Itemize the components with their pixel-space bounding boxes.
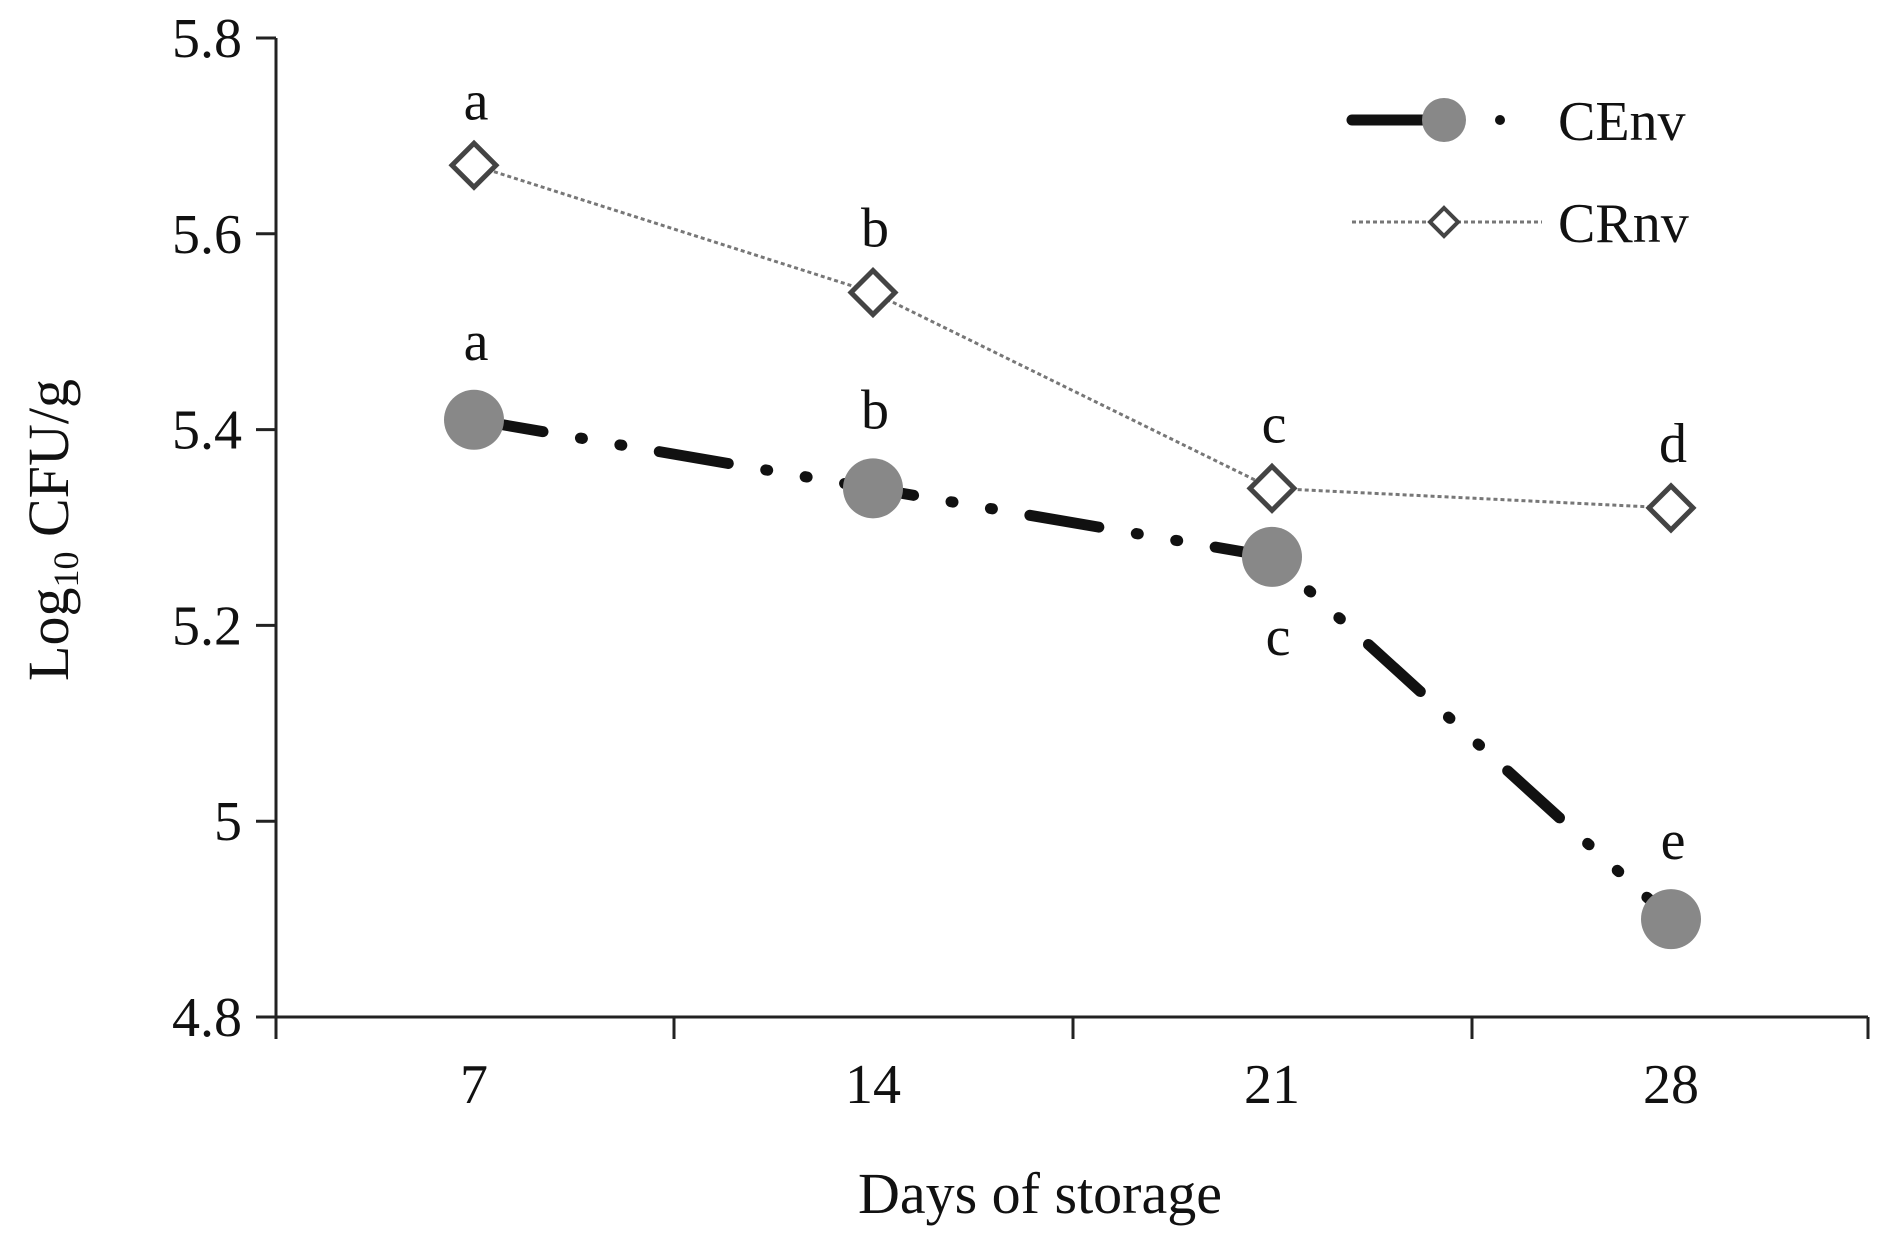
- x-tick-label: 14: [845, 1054, 901, 1116]
- x-axis-title: Days of storage: [858, 1161, 1222, 1226]
- y-axis-title: Log10 CFU/g: [16, 379, 86, 681]
- legend-marker-crnv: [1427, 205, 1461, 239]
- y-tick-label: 5.6: [172, 204, 242, 266]
- y-tick-label: 5: [214, 791, 242, 853]
- point-cenv: [1242, 526, 1302, 587]
- y-axis-title-rest: CFU/g: [16, 379, 81, 551]
- y-tick-label: 5.2: [172, 595, 242, 657]
- axes: 4.8 5 5.2 5.4 5.6 5.8 7 14 21 28: [172, 8, 1870, 1116]
- point-crnv: [448, 139, 500, 191]
- significance-letter: c: [1262, 393, 1287, 455]
- x-tick-label: 28: [1643, 1054, 1699, 1116]
- legend-label-crnv: CRnv: [1558, 193, 1689, 255]
- point-cenv: [1641, 889, 1701, 950]
- significance-letter: e: [1661, 810, 1686, 872]
- significance-letter: b: [861, 198, 889, 260]
- annotation-layer: a b c e a b c d: [464, 70, 1687, 872]
- legend: CEnv CRnv: [1346, 91, 1689, 255]
- legend-marker-cenv: [1422, 98, 1466, 142]
- significance-letter: a: [464, 70, 489, 132]
- significance-letter: c: [1266, 606, 1291, 668]
- point-crnv: [1246, 462, 1298, 514]
- point-crnv: [847, 267, 899, 319]
- x-tick-label: 7: [460, 1054, 488, 1116]
- point-cenv: [444, 389, 504, 450]
- legend-label-cenv: CEnv: [1558, 91, 1686, 153]
- y-axis-title-sub: 10: [46, 552, 86, 588]
- y-tick-label: 5.8: [172, 8, 242, 70]
- y-tick-label: 4.8: [172, 987, 242, 1049]
- series-layer: [444, 139, 1701, 950]
- series-line-cenv: [468, 414, 1677, 925]
- series-line-crnv: [473, 163, 1672, 510]
- point-cenv: [843, 458, 903, 519]
- x-tick-label: 21: [1244, 1054, 1300, 1116]
- significance-letter: d: [1659, 413, 1687, 475]
- significance-letter: b: [861, 379, 889, 441]
- y-axis-title-main: Log: [16, 588, 81, 681]
- significance-letter: a: [464, 311, 489, 373]
- point-crnv: [1645, 482, 1697, 534]
- legend-dot-cenv: [1495, 115, 1505, 125]
- y-tick-label: 5.4: [172, 400, 242, 462]
